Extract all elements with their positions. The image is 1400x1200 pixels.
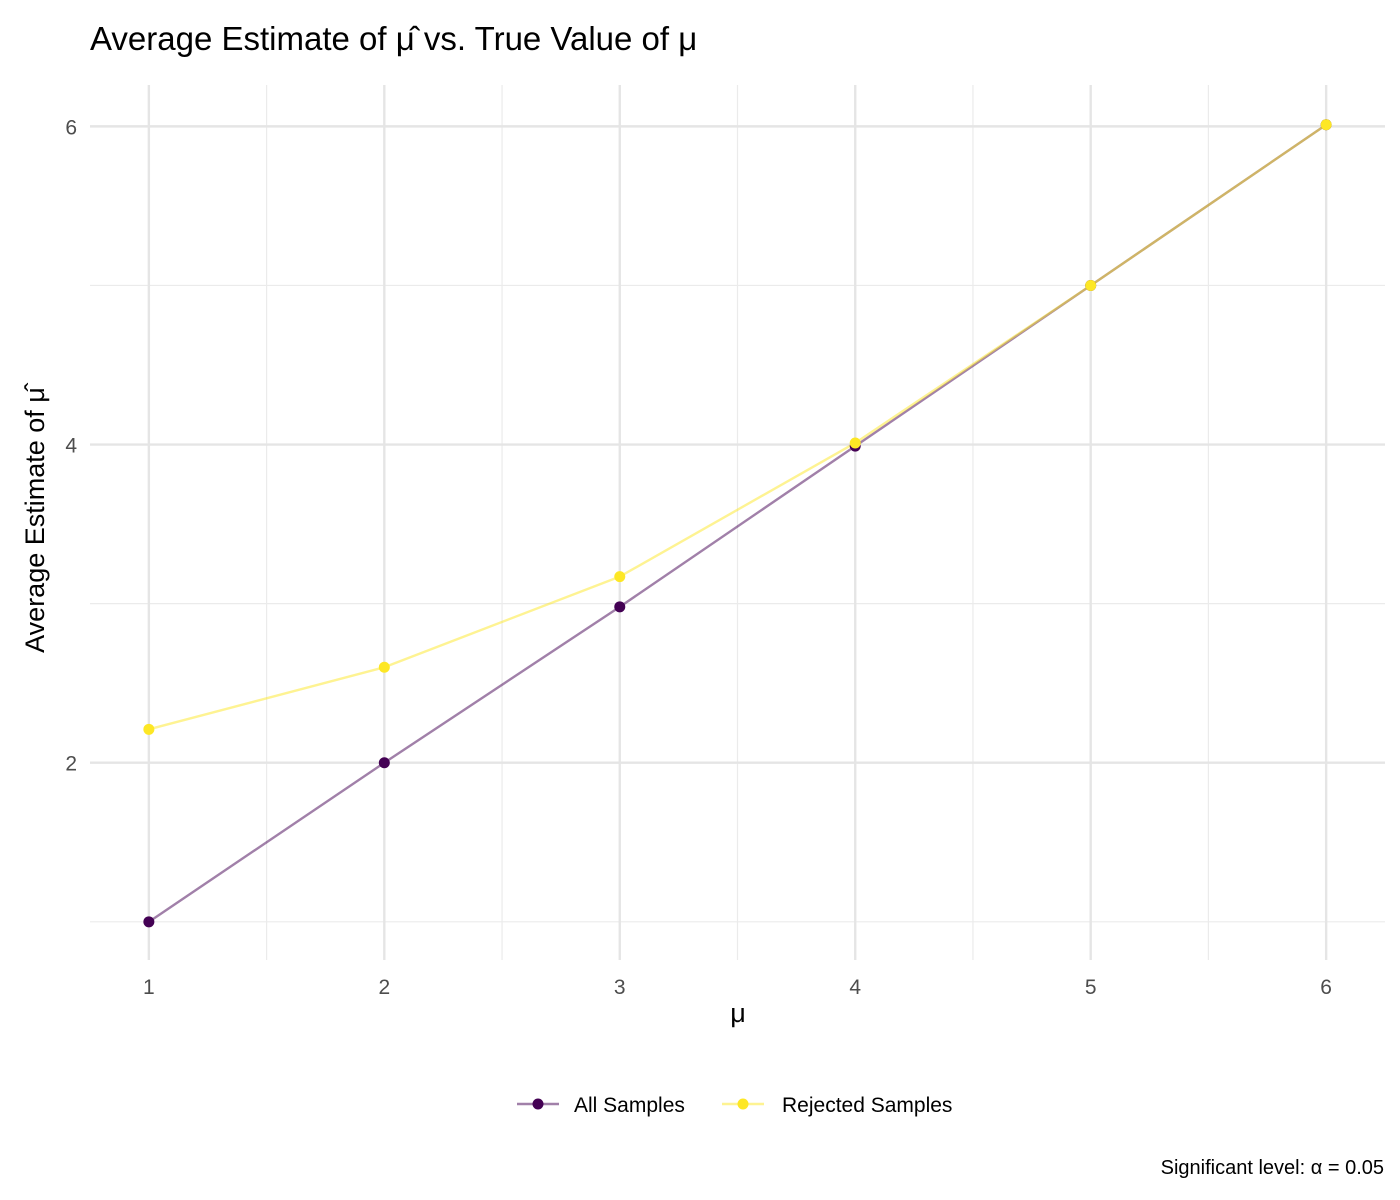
minor-gridlines [90,85,1385,960]
major-gridlines [90,85,1385,960]
y-tick-label: 4 [65,435,77,458]
data-point [614,601,626,613]
series-points [143,119,1332,928]
data-point [378,757,390,769]
legend-key-point [532,1098,544,1110]
y-tick-label: 6 [65,116,77,139]
legend: All Samples Rejected Samples [517,1094,952,1117]
x-axis-ticks: 1 2 3 4 5 6 [143,976,1332,999]
x-tick-label: 4 [849,976,861,999]
x-tick-label: 5 [1085,976,1097,999]
data-point [143,723,155,735]
y-axis-title: Average Estimate of μ̂ [20,382,50,653]
legend-label: Rejected Samples [782,1094,952,1117]
x-tick-label: 1 [143,976,155,999]
chart-title: Average Estimate of μ̂ vs. True Value of… [90,20,697,57]
legend-key-point [737,1098,749,1110]
x-tick-label: 2 [378,976,390,999]
data-point [614,571,626,583]
legend-label: All Samples [574,1094,685,1117]
series-line-1 [148,123,1327,731]
data-point [849,437,861,449]
data-point [1320,119,1332,131]
series-lines [148,123,1327,923]
x-tick-label: 6 [1320,976,1332,999]
x-tick-label: 3 [614,976,626,999]
data-point [378,661,390,673]
data-point [143,916,155,928]
data-point [1085,279,1097,291]
caption: Significant level: α = 0.05 [1161,1157,1384,1179]
y-axis-ticks: 2 4 6 [65,116,77,775]
y-tick-label: 2 [65,753,77,776]
x-axis-title: μ [730,998,746,1028]
